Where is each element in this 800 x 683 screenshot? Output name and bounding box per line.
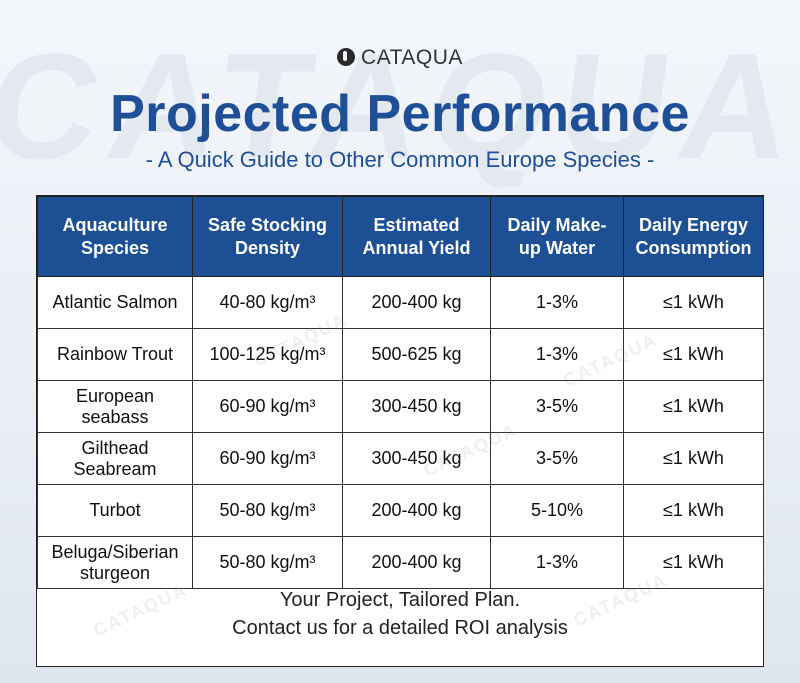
cell-density: 100-125 kg/m³ xyxy=(192,328,343,381)
table-footer: Your Project, Tailored Plan. Contact us … xyxy=(37,586,763,642)
table-header-row: Aquaculture Species Safe Stocking Density … xyxy=(37,196,764,277)
table-row: Turbot 50-80 kg/m³ 200-400 kg 5-10% ≤1 k… xyxy=(37,484,764,537)
table-row: Beluga/Siberian sturgeon 50-80 kg/m³ 200… xyxy=(37,536,764,589)
table-row: Rainbow Trout 100-125 kg/m³ 500-625 kg 1… xyxy=(37,328,764,381)
cell-energy: ≤1 kWh xyxy=(623,380,764,433)
cell-density: 50-80 kg/m³ xyxy=(192,536,343,589)
cell-density: 50-80 kg/m³ xyxy=(192,484,343,537)
page-title: Projected Performance xyxy=(110,85,690,143)
cell-density: 60-90 kg/m³ xyxy=(192,432,343,485)
cell-density: 40-80 kg/m³ xyxy=(192,276,343,329)
cell-species: Rainbow Trout xyxy=(37,328,193,381)
brand-header: CATAQUA xyxy=(0,46,800,70)
cell-species: Gilthead Seabream xyxy=(37,432,193,485)
cataqua-logo-icon xyxy=(337,48,356,66)
brand-name: CATAQUA xyxy=(361,46,463,69)
cell-density: 60-90 kg/m³ xyxy=(192,380,343,433)
cell-water: 3-5% xyxy=(490,432,624,485)
page-subtitle: - A Quick Guide to Other Common Europe S… xyxy=(145,147,655,172)
cell-species: Beluga/Siberian sturgeon xyxy=(37,536,193,589)
header-water: Daily Make-up Water xyxy=(490,196,624,277)
footer-line-1: Your Project, Tailored Plan. xyxy=(279,589,521,611)
cell-energy: ≤1 kWh xyxy=(623,484,764,537)
cell-water: 1-3% xyxy=(490,536,624,589)
cell-yield: 200-400 kg xyxy=(342,484,491,537)
cell-energy: ≤1 kWh xyxy=(623,432,764,485)
cell-energy: ≤1 kWh xyxy=(623,536,764,589)
cell-yield: 300-450 kg xyxy=(342,380,491,433)
cell-species: Turbot xyxy=(37,484,193,537)
table-row: Gilthead Seabream 60-90 kg/m³ 300-450 kg… xyxy=(37,432,764,485)
cell-water: 3-5% xyxy=(490,380,624,433)
header-energy: Daily Energy Consumption xyxy=(623,196,764,277)
cell-yield: 200-400 kg xyxy=(342,536,491,589)
cell-yield: 200-400 kg xyxy=(342,276,491,329)
cell-yield: 500-625 kg xyxy=(342,328,491,381)
cell-water: 5-10% xyxy=(490,484,624,537)
footer-line-2: Contact us for a detailed ROI analysis xyxy=(232,617,568,639)
cell-yield: 300-450 kg xyxy=(342,432,491,485)
header-yield: Estimated Annual Yield xyxy=(342,196,491,277)
cell-species: European seabass xyxy=(37,380,193,433)
header-species: Aquaculture Species xyxy=(37,196,193,277)
cell-water: 1-3% xyxy=(490,328,624,381)
cell-energy: ≤1 kWh xyxy=(623,276,764,329)
performance-table-container: Aquaculture Species Safe Stocking Density … xyxy=(36,195,764,667)
table-row: Atlantic Salmon 40-80 kg/m³ 200-400 kg 1… xyxy=(37,276,764,329)
cell-energy: ≤1 kWh xyxy=(623,328,764,381)
cell-water: 1-3% xyxy=(490,276,624,329)
table-row: European seabass 60-90 kg/m³ 300-450 kg … xyxy=(37,380,764,433)
cell-species: Atlantic Salmon xyxy=(37,276,193,329)
performance-table: Aquaculture Species Safe Stocking Density … xyxy=(37,196,764,589)
header-density: Safe Stocking Density xyxy=(192,196,343,277)
